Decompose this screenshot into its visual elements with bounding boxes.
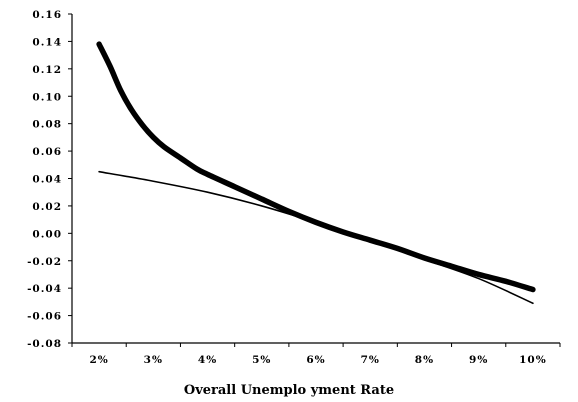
y-tick-label: -0.06 (27, 311, 62, 323)
x-tick-label: 9% (469, 354, 488, 366)
x-tick-label: 8% (415, 354, 434, 366)
y-tick-label: 0.02 (32, 201, 62, 213)
series-line-thin (98, 170, 534, 305)
y-tick-label: 0.14 (32, 36, 62, 48)
y-tick-label: -0.04 (27, 283, 62, 295)
plot-frame (71, 14, 560, 344)
y-axis-ticks: 0.16 0.14 0.12 0.10 0.08 0.06 0.04 0.02 0.00 -0.0… (27, 9, 72, 350)
x-axis-title: Overall Unemplo yment Rate (184, 383, 394, 398)
x-tick-label: 6% (306, 354, 325, 366)
x-tick-label: 4% (198, 354, 217, 366)
x-axis-ticks: 2% 3% 4% 5% 6% 7% 8% 9% 10% (71, 343, 561, 366)
x-tick-label: 5% (252, 354, 271, 366)
y-tick-label: -0.08 (27, 338, 62, 350)
y-tick-label: 0.12 (32, 64, 62, 76)
series-line-thick (96, 41, 536, 293)
y-tick-label: 0.06 (32, 146, 62, 158)
y-tick-label: 0.16 (32, 9, 62, 21)
series-layer (96, 41, 536, 305)
x-tick-label: 3% (144, 354, 163, 366)
y-tick-label: 0.08 (32, 119, 62, 131)
y-tick-label: 0.10 (32, 91, 62, 103)
x-tick-label: 2% (89, 354, 108, 366)
y-tick-label: 0.04 (32, 174, 62, 186)
y-tick-label: 0.00 (32, 228, 62, 240)
x-tick-label: 10% (519, 354, 547, 366)
x-tick-label: 7% (361, 354, 380, 366)
y-tick-label: -0.02 (27, 256, 62, 268)
